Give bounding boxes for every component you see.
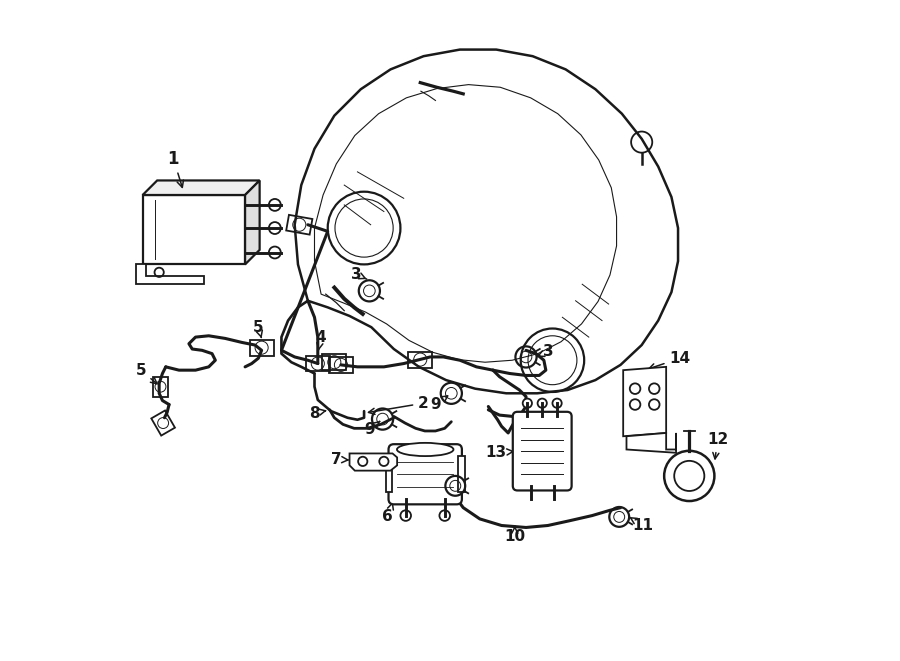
Text: 10: 10 xyxy=(504,526,526,544)
Text: 11: 11 xyxy=(432,462,453,483)
Polygon shape xyxy=(626,433,676,453)
Circle shape xyxy=(269,247,281,258)
Text: 9: 9 xyxy=(430,396,447,412)
Polygon shape xyxy=(386,456,392,492)
Polygon shape xyxy=(458,456,464,492)
Text: 1: 1 xyxy=(167,149,184,188)
Text: 8: 8 xyxy=(310,406,326,420)
Text: 3: 3 xyxy=(537,344,554,359)
Text: 13: 13 xyxy=(486,446,513,460)
Circle shape xyxy=(523,399,532,408)
Text: 5: 5 xyxy=(253,320,264,338)
Circle shape xyxy=(269,199,281,211)
Polygon shape xyxy=(142,180,259,195)
Text: 7: 7 xyxy=(331,452,348,467)
Text: 6: 6 xyxy=(382,503,393,524)
Polygon shape xyxy=(245,180,259,264)
Ellipse shape xyxy=(397,443,454,456)
Polygon shape xyxy=(623,367,666,436)
Polygon shape xyxy=(142,195,245,264)
FancyBboxPatch shape xyxy=(389,444,462,504)
Circle shape xyxy=(537,399,547,408)
Circle shape xyxy=(400,510,411,521)
Text: 5: 5 xyxy=(135,363,157,384)
Text: 2: 2 xyxy=(368,396,429,414)
Text: 9: 9 xyxy=(364,421,380,437)
Polygon shape xyxy=(349,453,397,471)
Text: 14: 14 xyxy=(649,351,690,369)
Circle shape xyxy=(269,222,281,234)
Text: 4: 4 xyxy=(316,330,327,350)
FancyBboxPatch shape xyxy=(513,412,572,490)
Circle shape xyxy=(439,510,450,521)
Text: 3: 3 xyxy=(351,267,367,282)
Circle shape xyxy=(553,399,562,408)
Text: 12: 12 xyxy=(707,432,728,459)
Polygon shape xyxy=(136,264,204,284)
Text: 11: 11 xyxy=(630,518,653,533)
